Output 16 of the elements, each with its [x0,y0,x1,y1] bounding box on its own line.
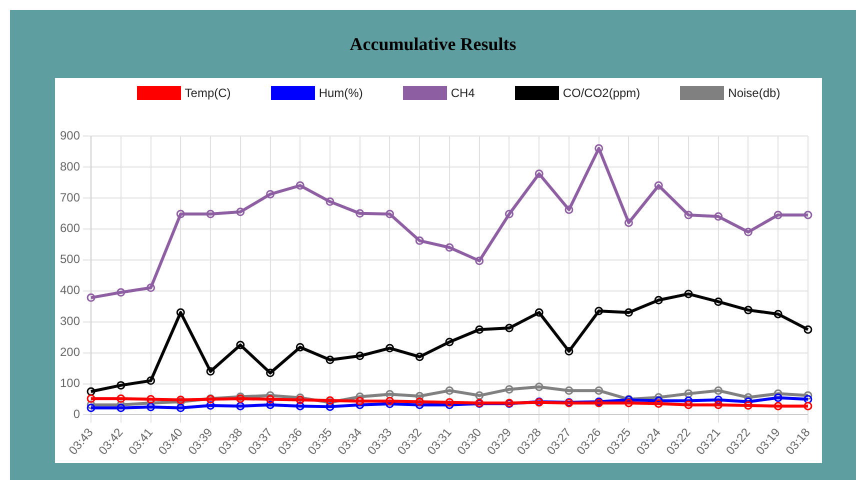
y-tick-label: 600 [60,221,80,236]
y-tick-label: 0 [73,407,80,422]
y-tick-label: 800 [60,159,80,174]
legend-label: CO/CO2(ppm) [562,86,640,100]
legend-label: CH4 [450,86,475,100]
chart-title: Accumulative Results [348,34,518,55]
y-tick-label: 500 [60,252,80,266]
legend-label: Temp(C) [184,86,231,100]
y-tick-label: 300 [60,314,80,328]
legend-label: Hum(%) [318,86,363,100]
y-tick-label: 200 [60,345,80,360]
y-tick-label: 400 [60,283,80,298]
y-tick-label: 100 [60,376,80,390]
y-tick-label: 700 [60,190,80,204]
legend-label: Noise(db) [728,86,780,100]
y-tick-label: 900 [60,128,80,142]
